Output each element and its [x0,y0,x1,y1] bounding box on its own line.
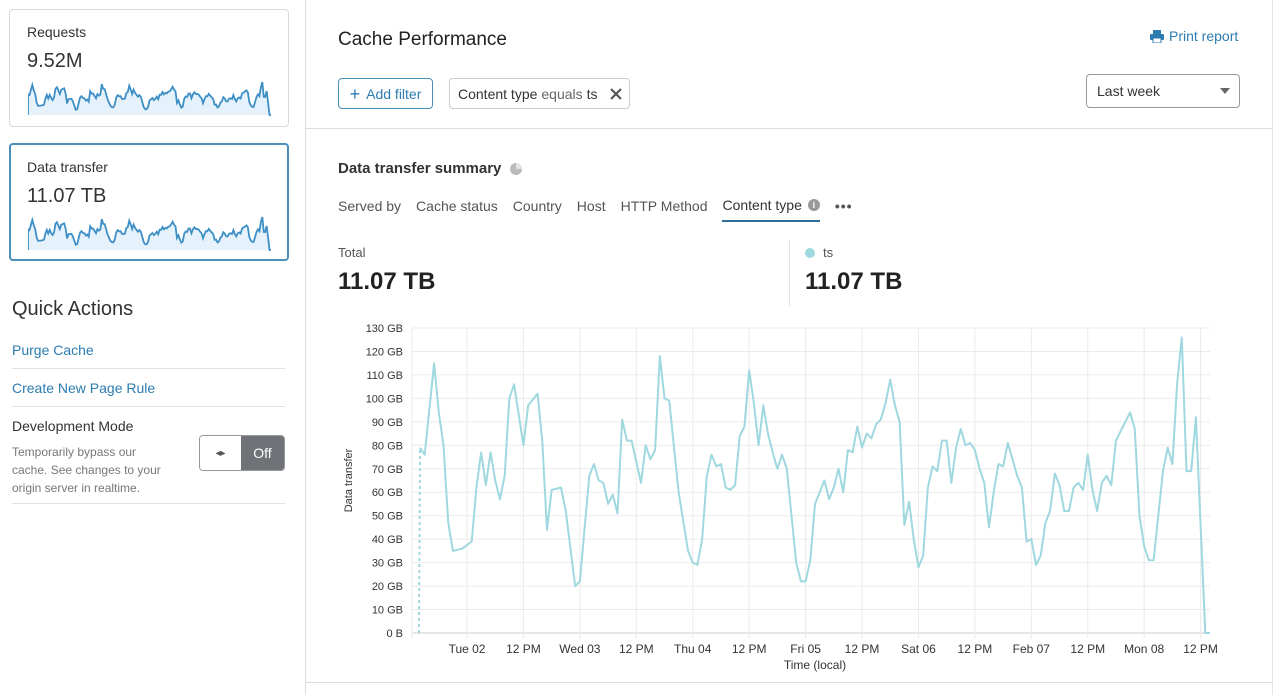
card-label: Requests [27,24,87,40]
printer-icon [1150,30,1164,43]
total-label: Total [338,245,366,260]
caret-down-icon [1220,88,1230,94]
series-line-ts [419,336,1210,634]
main-right-border [1272,0,1273,695]
data-transfer-chart: 0 B 10 GB 20 GB 30 GB 40 GB 50 GB 60 GB 70 GB 80… [343,323,1218,672]
series-dot-icon [805,247,815,258]
y-tick-label: 120 GB [366,346,403,358]
dev-mode-description: Temporarily bypass our cache. See change… [12,445,161,495]
main-divider [305,0,306,695]
tab-content-type-label: Content type [722,197,802,213]
x-axis-label: Time (local) [784,658,846,672]
y-tick-label: 110 GB [367,370,404,382]
header-divider [306,128,1273,129]
x-tick-label: 12 PM [732,642,767,656]
total-value: 11.07 TB [338,268,436,295]
data-transfer-sparkline [28,216,271,251]
card-value: 11.07 TB [27,185,107,207]
plus-icon: + [349,83,361,104]
tab-content-type[interactable]: Content type i [722,197,820,222]
sparkline-line [28,81,271,116]
dev-mode-toggle[interactable]: ◂▸ Off [199,435,285,471]
info-icon[interactable]: i [807,199,820,211]
data-transfer-card[interactable]: Data transfer 11.07 TB [9,143,289,261]
y-tick-label: 0 B [386,628,403,640]
y-tick-label: 20 GB [372,581,403,593]
pie-chart-icon[interactable] [509,162,523,176]
series-label: ts [823,245,834,260]
requests-sparkline [28,81,271,116]
divider [12,406,285,407]
x-tick-label: 12 PM [619,642,654,656]
requests-card[interactable]: Requests 9.52M [9,9,289,127]
summary-title: Data transfer summary [338,160,502,177]
y-tick-label: 60 GB [372,487,403,499]
print-report-link[interactable]: Print report [1150,28,1238,44]
toggle-state: Off [241,436,284,470]
x-tick-label: 12 PM [845,642,880,656]
purge-cache-link[interactable]: Purge Cache [12,342,94,358]
print-report-label: Print report [1169,28,1239,44]
summary-tabs: Served by Cache status Country Host HTTP… [338,197,868,222]
tab-served-by[interactable]: Served by [338,198,402,214]
x-tick-label: Wed 03 [559,642,600,656]
add-filter-button[interactable]: + Add filter [338,78,433,109]
y-tick-label: 50 GB [372,511,403,523]
create-page-rule-link[interactable]: Create New Page Rule [12,380,156,396]
y-axis-label: Data transfer [343,448,355,512]
y-tick-label: 30 GB [372,558,403,570]
x-tick-label: Sat 06 [901,642,936,656]
summary-divider [789,240,790,306]
divider [12,368,285,369]
y-tick-label: 130 GB [366,323,403,335]
filter-field: Content type [458,85,538,102]
card-value: 9.52M [27,50,83,72]
filter-chip: Content type equals ts [449,78,630,109]
x-tick-label: Mon 08 [1124,642,1164,656]
card-label: Data transfer [27,159,108,175]
x-tick-label: 12 PM [1070,642,1105,656]
more-tabs-button[interactable]: ••• [834,198,853,214]
dev-mode-title: Development Mode [12,418,134,434]
x-tick-label: Tue 02 [449,642,486,656]
sparkline-area [28,217,271,250]
series-gap-dashed-line [418,447,421,634]
page-title: Cache Performance [338,29,507,50]
x-tick-label: 12 PM [506,642,541,656]
arrows-icon: ◂▸ [200,436,241,470]
y-tick-label: 40 GB [372,534,403,546]
filter-operator: equals [541,85,583,102]
bottom-divider [306,682,1273,683]
x-tick-label: Fri 05 [790,642,821,656]
remove-filter-icon[interactable] [609,87,622,100]
add-filter-label: Add filter [366,85,422,102]
tab-cache-status[interactable]: Cache status [416,198,498,214]
y-tick-label: 80 GB [372,440,403,452]
x-tick-label: Feb 07 [1013,642,1051,656]
tab-host[interactable]: Host [576,198,606,214]
filter-value: ts [586,85,598,102]
y-tick-label: 100 GB [366,393,403,405]
tab-http-method[interactable]: HTTP Method [620,198,708,214]
divider [12,503,285,504]
quick-actions-title: Quick Actions [12,298,134,320]
sparkline-area [28,82,271,115]
series-value: 11.07 TB [805,268,903,295]
summary-title-row: Data transfer summary [338,160,523,177]
y-tick-label: 10 GB [372,605,403,617]
y-tick-label: 90 GB [372,417,403,429]
tab-country[interactable]: Country [512,198,562,214]
time-range-value: Last week [1097,83,1161,99]
sparkline-line [28,216,271,251]
y-tick-label: 70 GB [372,464,403,476]
time-range-select[interactable]: Last week [1086,74,1240,108]
series-legend: ts [805,245,833,260]
x-tick-label: 12 PM [958,642,993,656]
x-tick-label: 12 PM [1183,642,1218,656]
x-tick-label: Thu 04 [674,642,712,656]
